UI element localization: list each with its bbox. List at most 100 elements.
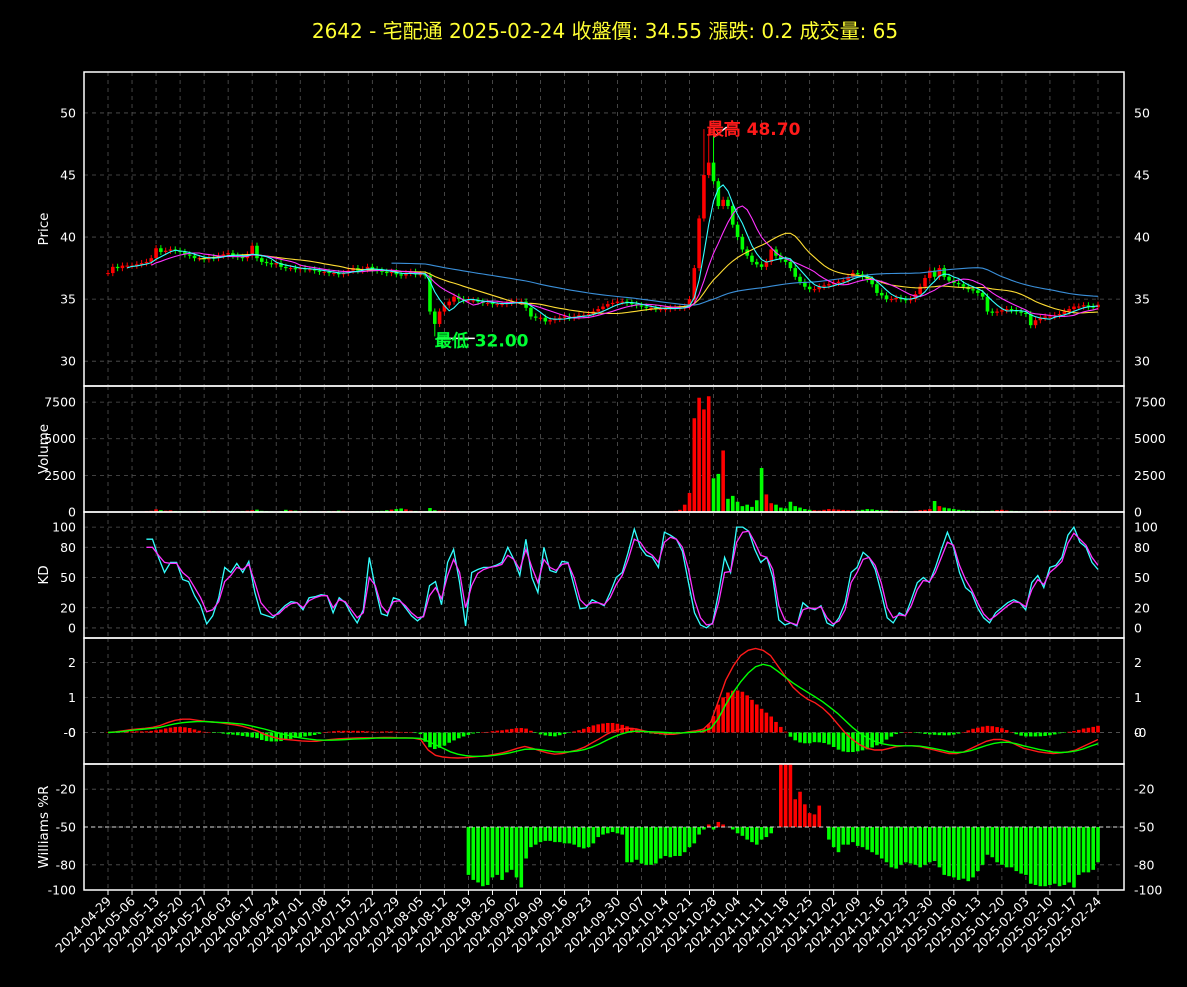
williams-bar xyxy=(716,821,721,827)
candle-body xyxy=(1062,311,1067,315)
candle-body xyxy=(783,259,788,262)
macd-hist-bar xyxy=(903,732,908,733)
macd-hist-bar xyxy=(139,731,144,733)
candle-body xyxy=(1019,311,1023,313)
volume-bar xyxy=(735,501,740,512)
volume-bar xyxy=(706,396,711,512)
macd-hist-bar xyxy=(562,732,567,734)
candle-body xyxy=(620,301,625,303)
williams-bar xyxy=(990,827,995,858)
williams-bar xyxy=(918,827,922,868)
williams-bar xyxy=(1048,827,1052,885)
low-label: 最低 32.00 xyxy=(435,330,529,351)
williams-bar xyxy=(553,827,557,843)
ytick-left-volume-3: 7500 xyxy=(44,395,76,410)
macd-hist-bar xyxy=(457,732,461,739)
williams-bar xyxy=(807,813,812,827)
ylabel-williams: Williams %R xyxy=(36,785,52,868)
macd-hist-bar xyxy=(1033,732,1038,737)
williams-bar xyxy=(538,827,543,843)
candle-body xyxy=(894,297,898,300)
candle-body xyxy=(500,304,504,306)
williams-bar xyxy=(634,827,639,860)
candle-body xyxy=(154,248,158,259)
williams-bar xyxy=(548,827,552,841)
volume-bar xyxy=(860,509,865,512)
candle-body xyxy=(120,265,125,269)
volume-bar xyxy=(870,509,874,512)
macd-hist-bar xyxy=(952,732,956,735)
candle-body xyxy=(543,317,548,322)
candle-body xyxy=(875,284,879,293)
volume-bar xyxy=(255,509,259,512)
williams-bar xyxy=(846,827,850,845)
macd-hist-bar xyxy=(841,732,846,752)
macd-hist-bar xyxy=(606,722,610,733)
candle-body xyxy=(610,302,615,305)
volume-bar xyxy=(433,510,437,512)
williams-bar xyxy=(625,827,629,863)
candle-body xyxy=(336,273,341,275)
candle-body xyxy=(932,270,937,277)
candle-body xyxy=(298,268,303,270)
candle-body xyxy=(702,175,706,219)
williams-bar xyxy=(793,799,798,827)
macd-panel: -0 -00 01 12 2 xyxy=(64,637,1147,765)
williams-bar xyxy=(754,827,759,845)
williams-bar xyxy=(889,827,894,868)
macd-hist-bar xyxy=(879,732,884,743)
macd-hist-bar xyxy=(149,730,154,733)
macd-hist-bar xyxy=(399,731,403,733)
macd-hist-bar xyxy=(250,732,254,738)
candle-body xyxy=(947,276,951,281)
macd-hist-bar xyxy=(803,732,807,744)
williams-bar xyxy=(812,814,817,827)
volume-bar xyxy=(384,510,389,512)
williams-bar xyxy=(649,827,653,865)
candle-body xyxy=(985,296,990,312)
candle-body xyxy=(846,276,850,281)
macd-hist-bar xyxy=(519,728,524,733)
macd-hist-bar xyxy=(341,730,346,733)
macd-hist-bar xyxy=(351,730,355,733)
volume-bar xyxy=(730,495,735,512)
macd-hist-bar xyxy=(360,730,365,733)
williams-bar xyxy=(529,827,533,848)
ytick-left-williams-1: -80 xyxy=(56,857,76,872)
volume-bar xyxy=(711,478,716,512)
candle-body xyxy=(937,268,942,277)
williams-bar xyxy=(942,827,947,875)
macd-hist-bar xyxy=(533,732,538,733)
macd-hist-bar xyxy=(509,728,514,733)
ma_long-line xyxy=(199,232,1099,315)
williams-bar xyxy=(557,827,562,843)
volume-bar xyxy=(928,509,932,512)
ytick-left-macd-2: 1 xyxy=(68,690,76,705)
ytick-left-volume-0: 0 xyxy=(68,505,76,520)
williams-bar xyxy=(860,827,865,848)
candle-body xyxy=(168,249,173,251)
williams-bar xyxy=(971,827,975,878)
macd-hist-bar xyxy=(481,732,485,733)
volume-bar xyxy=(803,509,807,512)
ytick-left-kd-4: 100 xyxy=(52,520,76,535)
candle-body xyxy=(855,273,860,275)
williams-bar xyxy=(543,827,548,841)
ma_longest-line xyxy=(391,262,1099,306)
macd-hist-bar xyxy=(505,729,509,733)
candle-body xyxy=(812,289,817,291)
high-label: 最高 48.70 xyxy=(707,119,801,140)
candle-body xyxy=(754,261,759,265)
macd-hist-bar xyxy=(1038,732,1043,737)
williams-bar xyxy=(899,827,903,865)
candle-body xyxy=(956,282,961,285)
macd-hist-bar xyxy=(923,732,927,734)
williams-bar xyxy=(976,827,980,872)
candle-body xyxy=(639,305,644,307)
candle-body xyxy=(226,253,230,255)
macd-hist-bar xyxy=(437,732,442,748)
macd-hist-bar xyxy=(908,732,913,733)
williams-bar xyxy=(678,827,682,856)
candle-body xyxy=(135,264,139,266)
